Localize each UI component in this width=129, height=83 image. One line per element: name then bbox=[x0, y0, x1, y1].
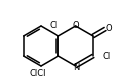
Text: Cl: Cl bbox=[50, 21, 58, 29]
Text: Cl: Cl bbox=[103, 51, 111, 61]
Text: O: O bbox=[106, 23, 112, 33]
Text: O: O bbox=[72, 21, 79, 29]
Text: N: N bbox=[73, 62, 80, 71]
Text: ClCl: ClCl bbox=[30, 68, 46, 78]
